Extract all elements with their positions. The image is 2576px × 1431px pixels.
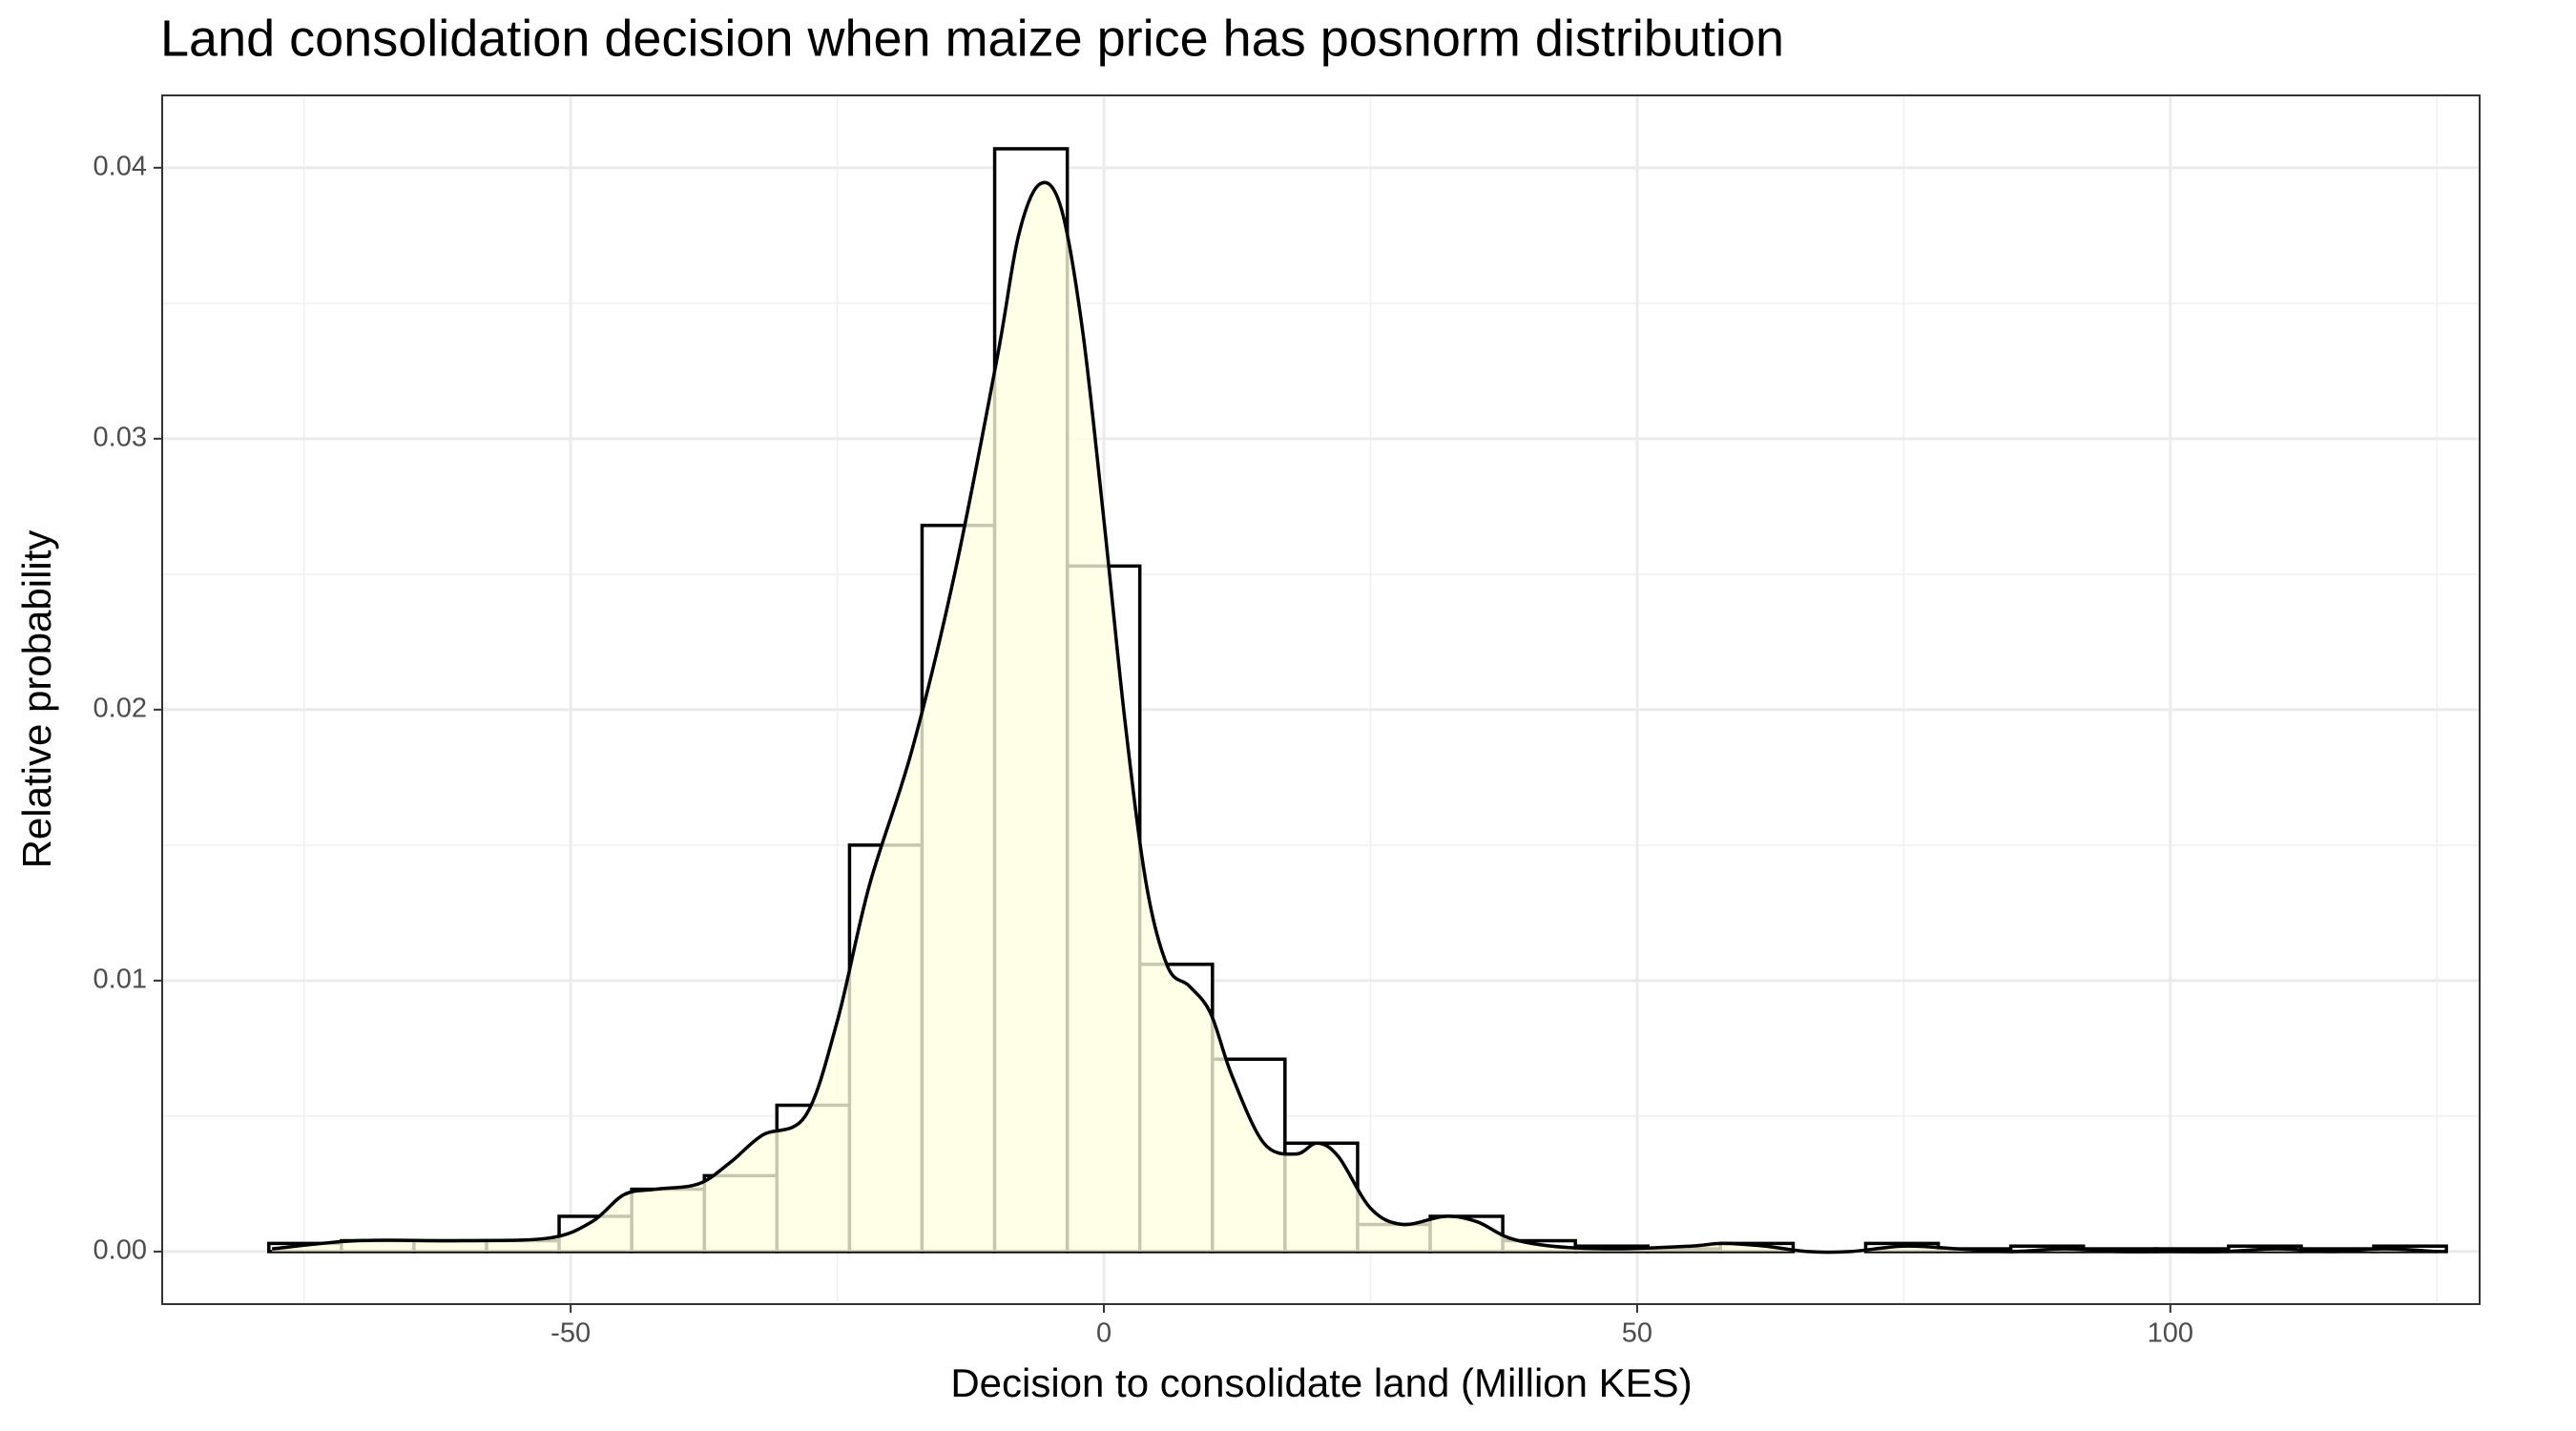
y-tick-label: 0.01 — [93, 964, 147, 995]
x-tick-label: 50 — [1622, 1318, 1652, 1349]
plot-border — [161, 94, 2481, 1305]
y-tick-label: 0.04 — [93, 151, 147, 181]
y-axis-label: Relative probability — [14, 530, 59, 869]
x-tick-label: 0 — [1096, 1318, 1111, 1349]
x-tick-label: -50 — [551, 1318, 591, 1349]
x-axis-label: Decision to consolidate land (Million KE… — [950, 1360, 1692, 1405]
y-tick-label: 0.00 — [93, 1235, 147, 1266]
density-line — [271, 180, 2438, 1255]
x-tick-label: 100 — [2148, 1318, 2193, 1349]
chart-title: Land consolidation decision when maize p… — [160, 10, 1784, 67]
y-tick-label: 0.02 — [93, 694, 147, 724]
y-tick-label: 0.03 — [93, 423, 147, 453]
